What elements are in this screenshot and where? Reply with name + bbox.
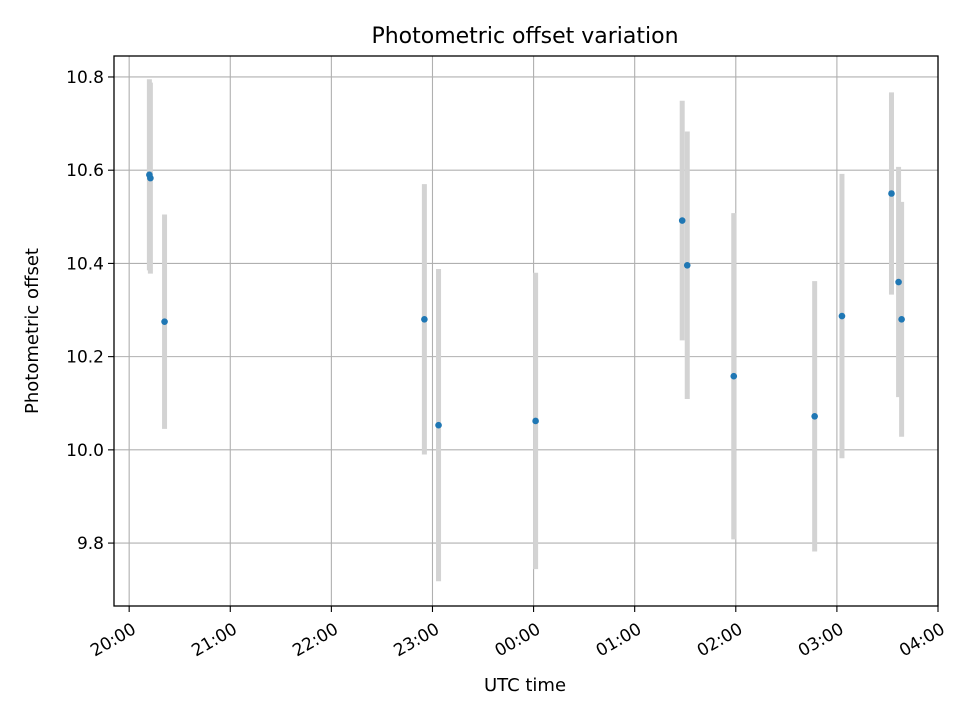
y-tick-label: 10.2 — [66, 348, 104, 368]
x-axis-ticks: 20:00 21:00 22:00 23:00 00:00 01:00 02:00 03:00… — [87, 606, 949, 661]
y-axis-ticks: 9.8 10.0 10.2 10.4 10.6 10.8 — [66, 68, 114, 554]
x-tick-label: 01:00 — [593, 619, 645, 661]
y-tick-label: 9.8 — [77, 534, 104, 554]
chart-title: Photometric offset variation — [371, 24, 678, 49]
data-point — [532, 417, 539, 425]
x-tick-label: 23:00 — [391, 619, 443, 661]
x-tick-label: 04:00 — [896, 619, 948, 661]
data-point — [730, 372, 738, 380]
data-point — [811, 412, 818, 420]
data-point — [435, 421, 442, 429]
data-point — [888, 190, 895, 197]
data-point — [678, 217, 686, 224]
x-tick-label: 02:00 — [694, 619, 746, 661]
data-point — [161, 318, 168, 325]
y-tick-label: 10.8 — [66, 68, 104, 88]
y-tick-label: 10.4 — [66, 254, 104, 274]
x-tick-label: 20:00 — [87, 619, 139, 661]
x-axis-label: UTC time — [484, 675, 566, 696]
y-tick-label: 10.0 — [66, 441, 104, 461]
data-point — [898, 316, 905, 323]
x-tick-label: 21:00 — [188, 619, 240, 661]
y-axis-label: Photometric offset — [22, 248, 43, 414]
error-bars — [146, 79, 905, 582]
data-point — [421, 316, 428, 323]
data-point — [895, 278, 902, 286]
data-point — [838, 312, 846, 320]
data-point — [147, 174, 154, 182]
data-points — [146, 171, 905, 429]
plot-frame — [113, 55, 939, 607]
x-tick-label: 22:00 — [289, 619, 341, 661]
y-tick-label: 10.6 — [66, 161, 104, 181]
x-tick-label: 03:00 — [795, 619, 847, 661]
data-point — [683, 261, 691, 269]
x-tick-label: 00:00 — [492, 619, 544, 661]
